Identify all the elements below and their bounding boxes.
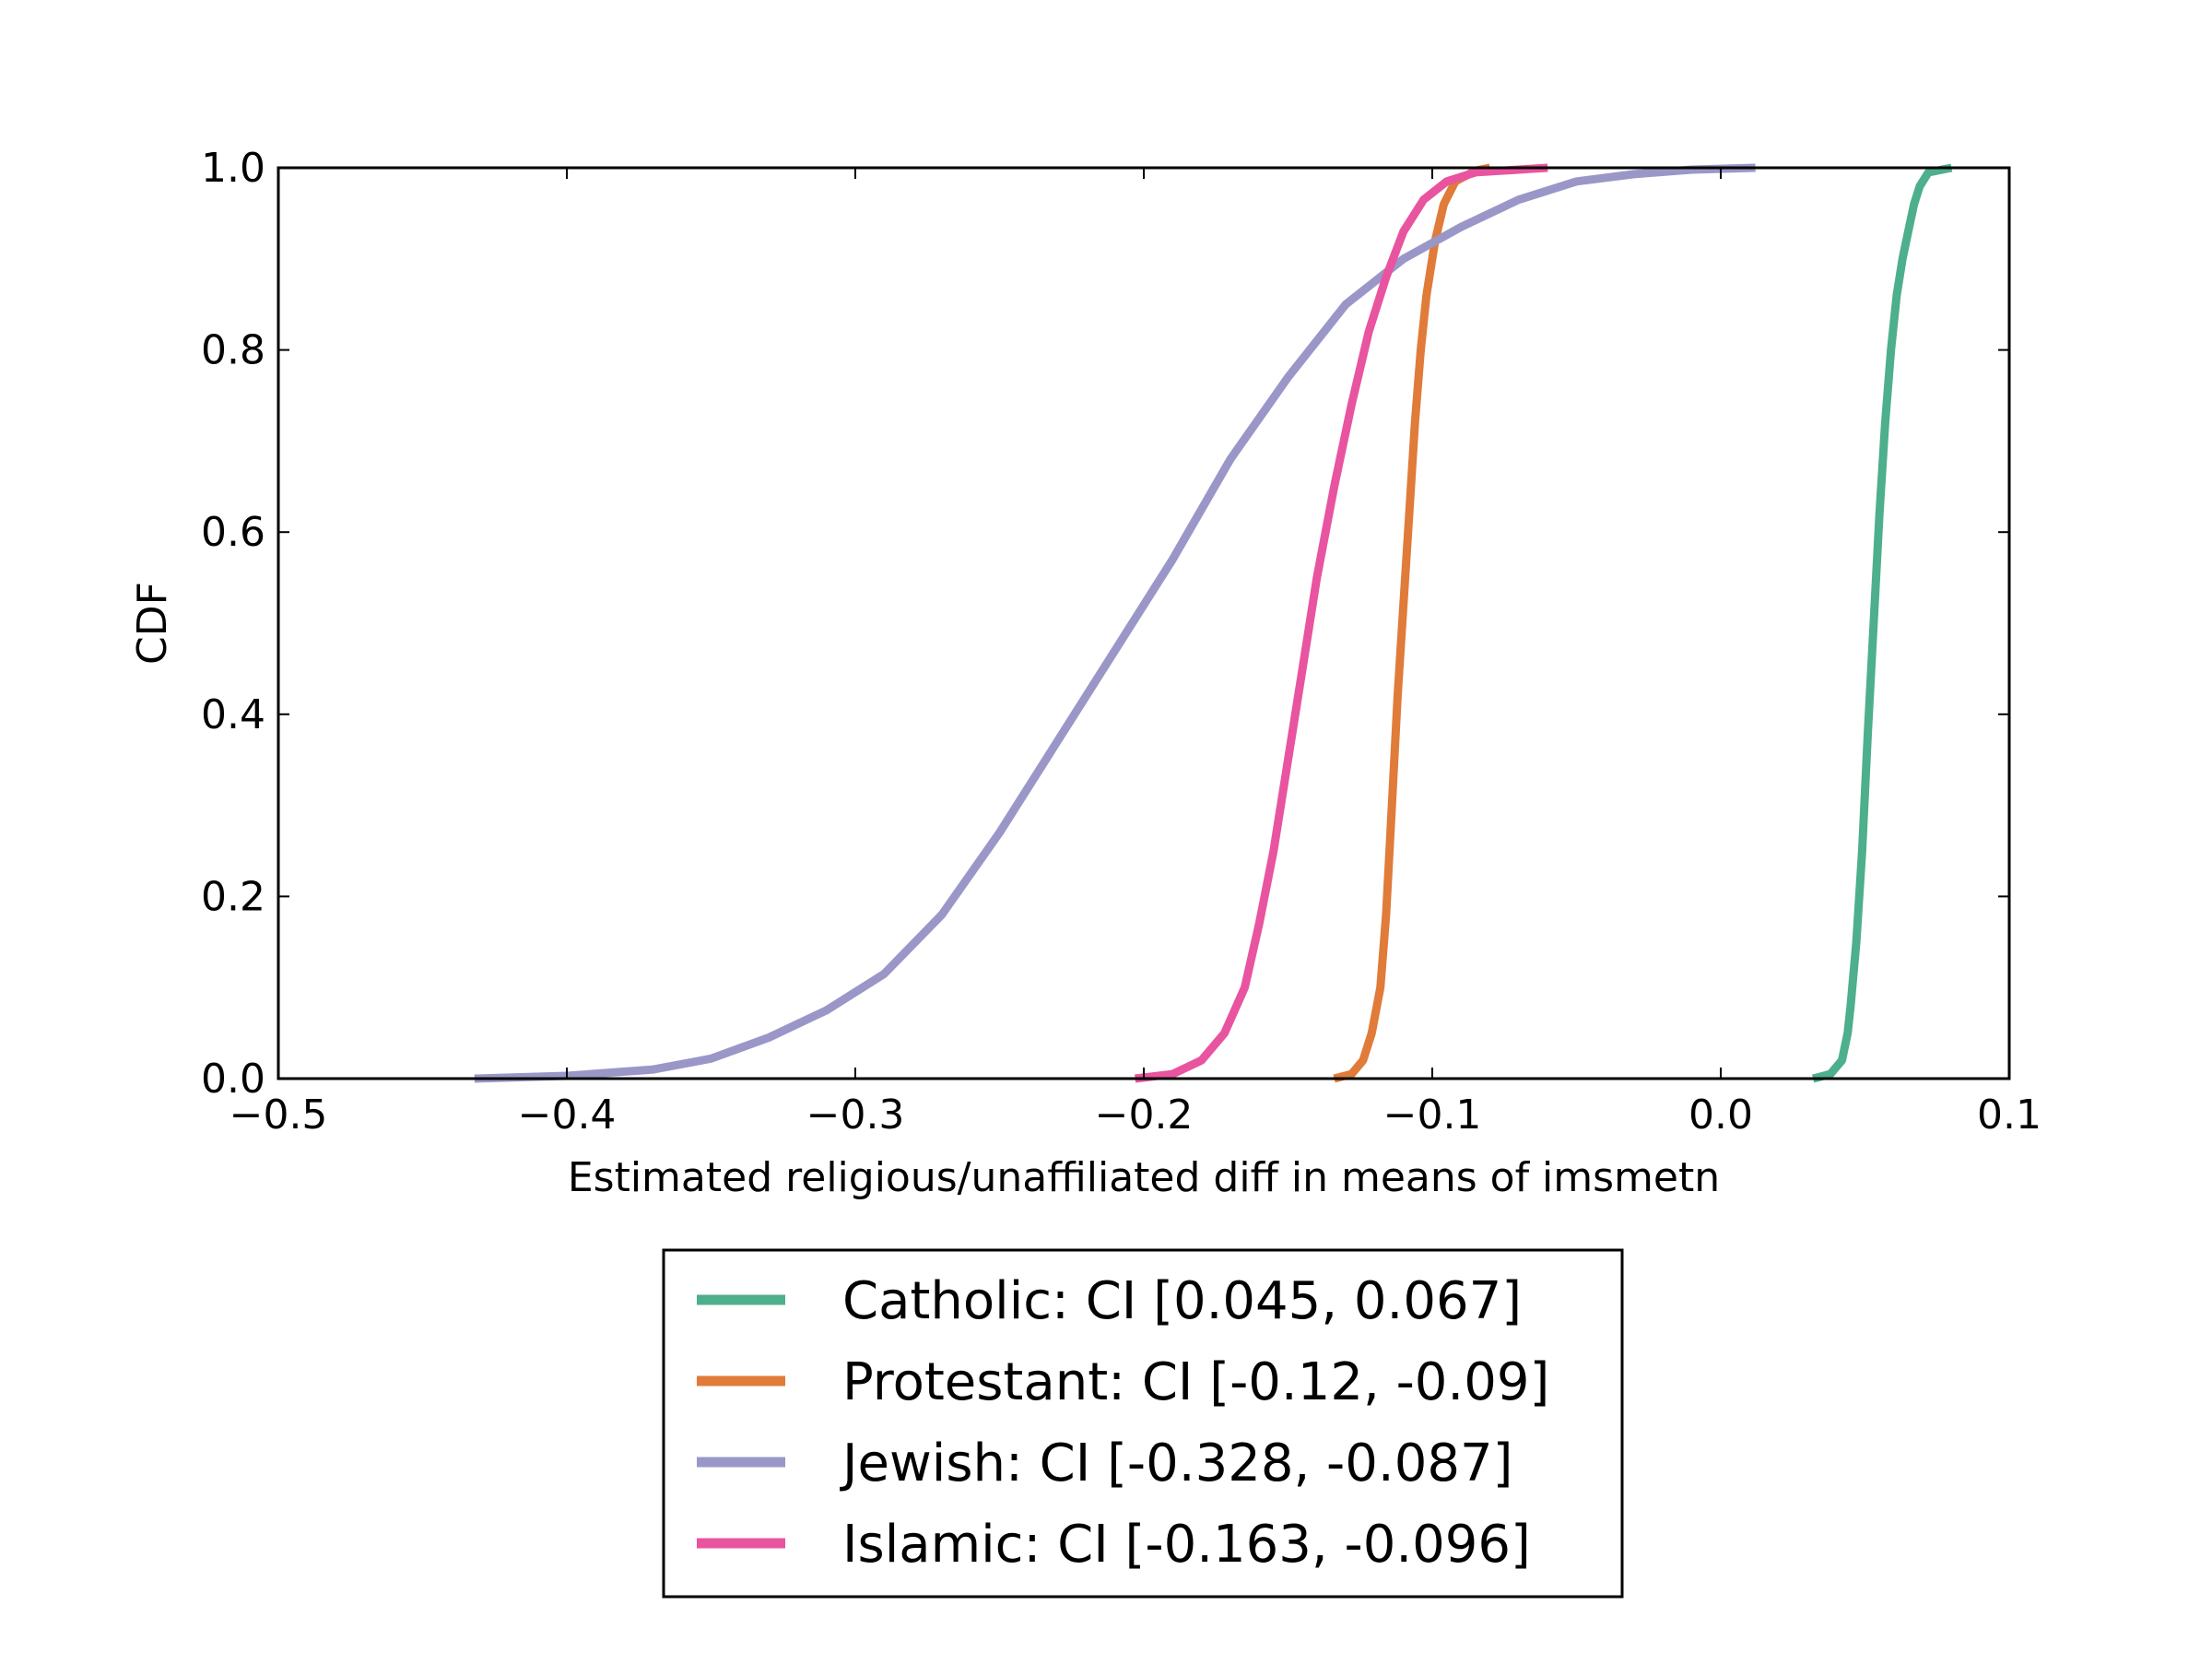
plot-frame — [276, 166, 2011, 1080]
x-tick-label: −0.4 — [518, 1092, 617, 1139]
legend-label-1: Protestant: CI [-0.12, -0.09] — [842, 1352, 1549, 1412]
x-tick-label: −0.5 — [229, 1092, 328, 1139]
series-line-2 — [474, 163, 1756, 1083]
legend: Catholic: CI [0.045, 0.067] Protestant: C… — [662, 1248, 1624, 1599]
series-line-3 — [1135, 163, 1548, 1083]
y-tick-label: 0.2 — [201, 873, 265, 920]
legend-label-3: Islamic: CI [-0.163, -0.096] — [842, 1515, 1531, 1575]
x-axis-label: Estimated religious/unaffiliated diff in… — [568, 1154, 1720, 1201]
x-tick-label: −0.1 — [1383, 1092, 1482, 1139]
y-tick-label: 0.0 — [201, 1056, 265, 1103]
x-tick-label: 0.1 — [1977, 1092, 2041, 1139]
series-line-1 — [1333, 163, 1491, 1083]
y-axis-label: CDF — [129, 582, 176, 665]
y-tick-label: 1.0 — [201, 145, 265, 192]
legend-label-0: Catholic: CI [0.045, 0.067] — [842, 1271, 1522, 1331]
series-layer — [474, 163, 1953, 1083]
y-tick-label: 0.8 — [201, 327, 265, 374]
ticks-layer: −0.5 −0.4 −0.3 −0.2 −0.1 0.0 0.1 0.0 0.2 0.4 0.6 0.… — [201, 145, 2041, 1139]
x-tick-label: −0.2 — [1095, 1092, 1194, 1139]
x-tick-label: 0.0 — [1688, 1092, 1753, 1139]
legend-label-2: Jewish: CI [-0.328, -0.087] — [840, 1434, 1512, 1493]
x-tick-label: −0.3 — [806, 1092, 905, 1139]
y-tick-label: 0.4 — [201, 691, 265, 738]
y-tick-label: 0.6 — [201, 509, 265, 556]
series-line-0 — [1812, 163, 1953, 1083]
legend-box — [662, 1248, 1624, 1599]
